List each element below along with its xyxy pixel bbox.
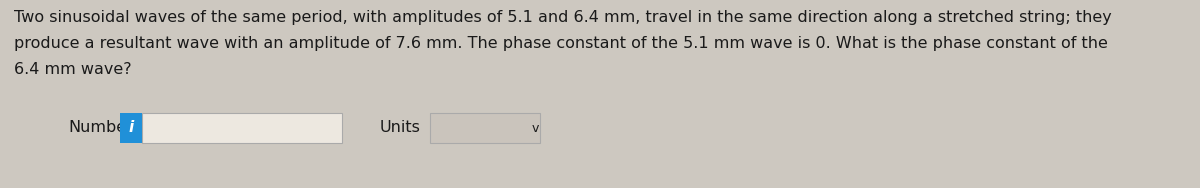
Text: v: v <box>532 121 539 134</box>
Bar <box>120 113 142 143</box>
Text: i: i <box>128 121 133 136</box>
Text: produce a resultant wave with an amplitude of 7.6 mm. The phase constant of the : produce a resultant wave with an amplitu… <box>14 36 1108 51</box>
Bar <box>142 113 342 143</box>
Text: Number: Number <box>68 121 133 136</box>
Text: Units: Units <box>380 121 421 136</box>
Text: 6.4 mm wave?: 6.4 mm wave? <box>14 62 132 77</box>
Text: Two sinusoidal waves of the same period, with amplitudes of 5.1 and 6.4 mm, trav: Two sinusoidal waves of the same period,… <box>14 10 1111 25</box>
Bar <box>430 113 540 143</box>
